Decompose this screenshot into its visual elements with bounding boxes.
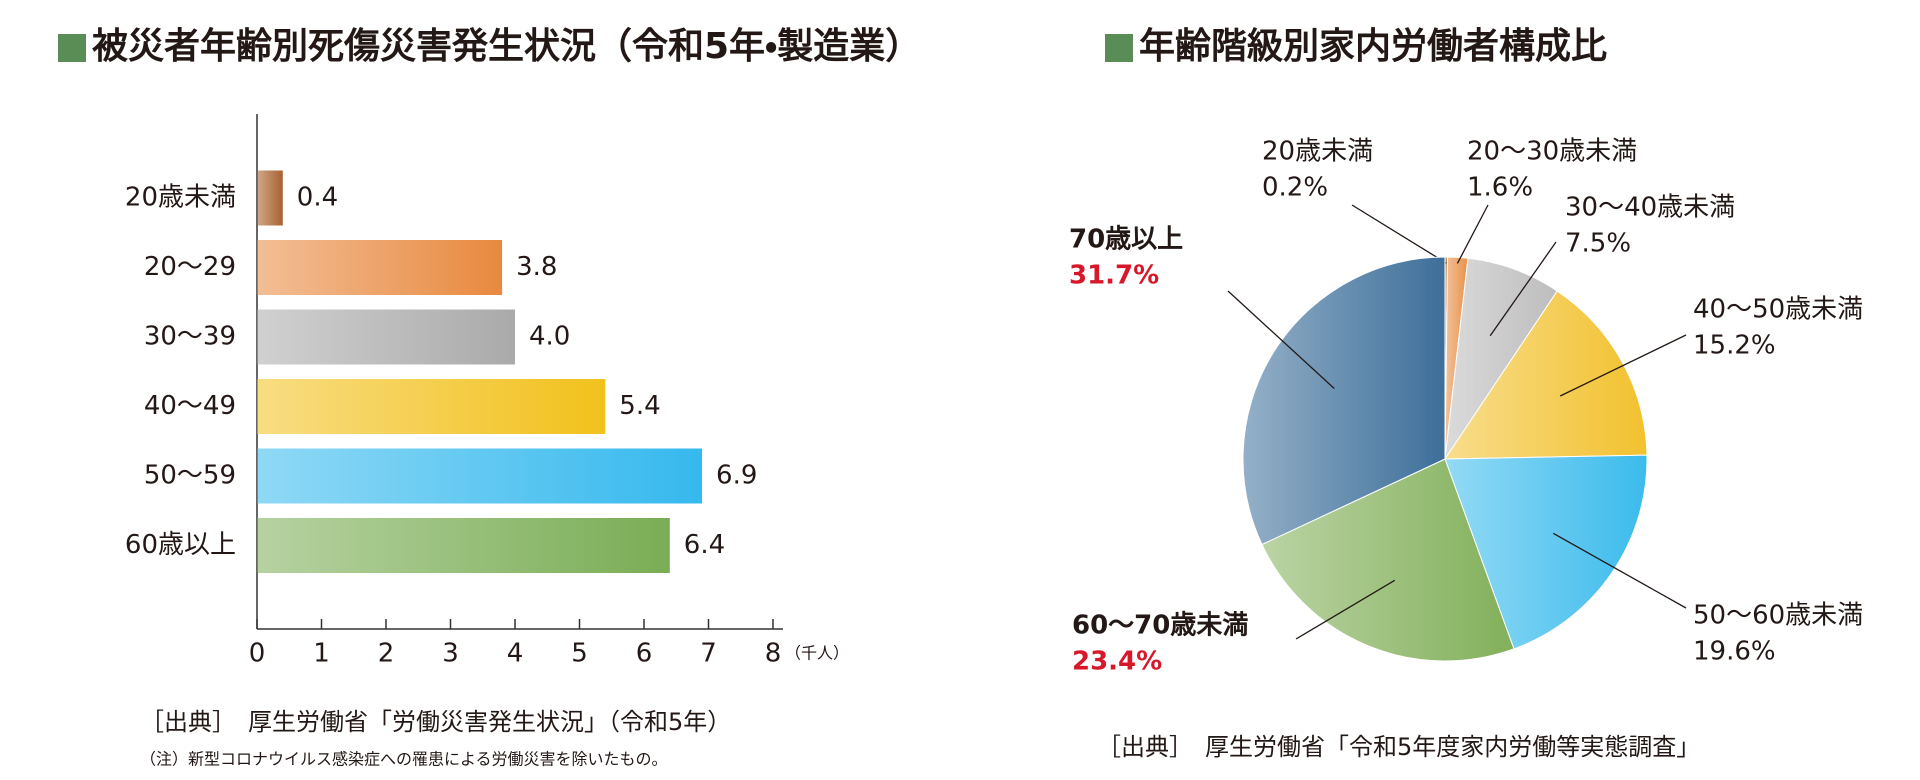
x-tick-label: 0 [249,639,266,669]
bar [257,518,670,573]
pie-slice [1261,458,1515,662]
x-tick-label: 2 [378,639,395,669]
leader-line [1456,204,1489,264]
pie-source: ［出典］ 厚生労働省「令和5年度家内労働等実態調査」 [1097,733,1700,761]
leader-line [1227,290,1335,389]
slice-label: 40〜50歳未満 [1693,295,1863,325]
slice-value: 0.2% [1262,173,1328,203]
leader-line [1552,532,1687,609]
value-label: 6.9 [716,461,757,491]
category-label: 50〜59 [144,461,236,491]
bar [257,170,283,226]
slice-label: 20歳未満 [1262,137,1373,167]
leader-line [1295,579,1396,640]
x-tick-label: 4 [507,639,524,669]
value-label: 4.0 [529,322,570,352]
pie-slice [1242,256,1446,546]
slice-value: 15.2% [1693,331,1776,361]
slice-label: 50〜60歳未満 [1693,601,1863,631]
bar [257,240,503,295]
slice-value: 23.4% [1072,647,1162,677]
category-label: 20歳未満 [125,183,236,213]
category-label: 40〜49 [144,391,236,421]
category-label: 20〜29 [144,252,236,282]
slice-value: 31.7% [1069,261,1159,291]
pie-slice [1444,257,1558,460]
leader-line [1489,241,1557,337]
bar-title: 被災者年齢別死傷災害発生状況（令和5年・製造業） [92,26,921,67]
x-tick-label: 8 [765,639,782,669]
bar [257,448,703,504]
slice-value: 1.6% [1467,173,1533,203]
pie-title: 年齢階級別家内労働者構成比 [1139,26,1607,67]
x-tick-label: 6 [636,639,653,669]
x-tick-label: 1 [313,639,330,669]
x-tick-label: 7 [700,639,717,669]
pie-slice [1444,290,1648,460]
pie-slice [1444,454,1648,650]
bar [257,379,606,434]
bar [257,309,515,365]
slice-label: 60〜70歳未満 [1072,611,1248,641]
value-label: 5.4 [619,391,660,421]
title-marker [58,34,86,62]
bar-note: （注）新型コロナウイルス感染症への罹患による労働災害を除いたもの。 [140,750,668,769]
x-tick-label: 3 [442,639,459,669]
value-label: 6.4 [684,530,725,560]
category-label: 30〜39 [144,322,236,352]
slice-label: 30〜40歳未満 [1565,193,1735,223]
value-label: 3.8 [516,252,557,282]
x-unit: （千人） [785,644,849,663]
leader-line [1351,204,1447,264]
bar-source: ［出典］ 厚生労働省「労働災害発生状況」（令和5年） [140,708,731,736]
slice-label: 20〜30歳未満 [1467,137,1637,167]
slice-value: 19.6% [1693,637,1776,667]
value-label: 0.4 [297,183,338,213]
title-marker [1105,34,1133,62]
leader-line [1559,334,1687,397]
x-tick-label: 5 [571,639,588,669]
slice-label: 70歳以上 [1069,225,1183,255]
slice-value: 7.5% [1565,229,1631,259]
category-label: 60歳以上 [125,530,236,560]
